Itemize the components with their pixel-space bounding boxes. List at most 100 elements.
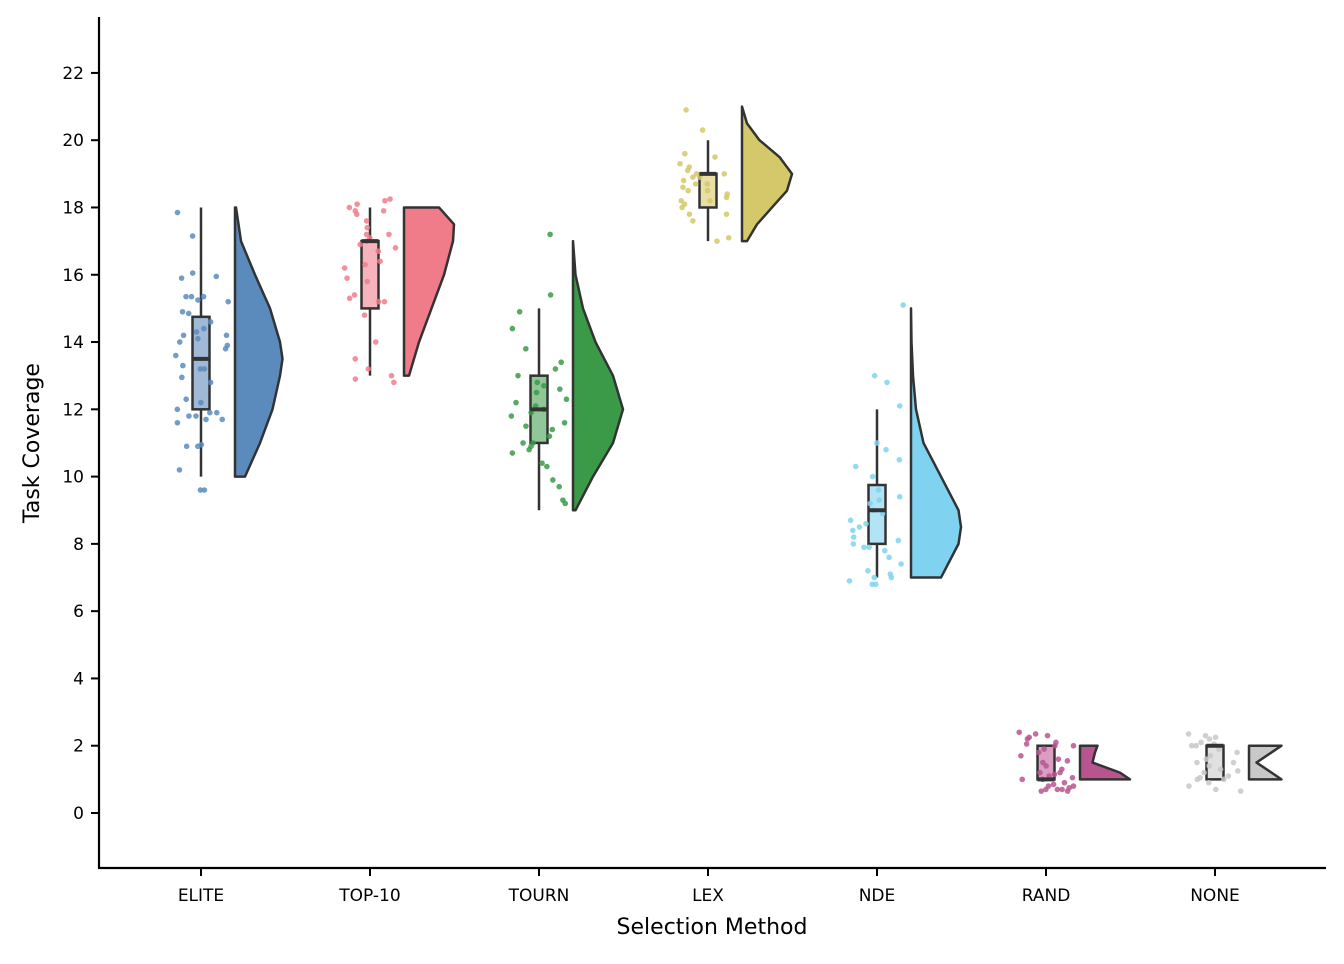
data-point [516,308,523,315]
data-point [1044,732,1051,739]
data-point [185,310,192,317]
data-point [1193,742,1199,749]
data-point [189,270,196,276]
data-point [224,342,231,349]
data-point [846,578,853,584]
data-point [1185,731,1192,737]
data-point [869,581,876,588]
data-point [201,366,208,372]
data-point [1040,759,1046,766]
data-point [876,497,883,503]
y-tick-label: 8 [73,535,84,555]
data-point [179,374,185,381]
data-point [213,409,220,416]
data-point [560,497,566,503]
data-point [361,312,368,318]
data-point [523,423,529,429]
x-ticks: ELITE TOP-10 TOURN LEX NDE RAND NONE [178,868,1240,906]
data-point [189,233,196,239]
data-point [1188,742,1195,749]
data-point [681,201,688,207]
data-point [520,440,526,446]
data-point [1212,734,1219,741]
data-point [704,181,711,187]
data-point [1070,742,1077,749]
data-point [1217,766,1224,773]
data-point [188,293,195,300]
data-point [1207,753,1214,759]
data-point [552,366,559,372]
data-point [686,211,693,218]
data-point [180,332,187,339]
data-point [193,329,200,335]
data-point [354,201,360,207]
y-ticks: 0 2 4 6 8 10 12 14 16 18 20 22 [62,64,99,824]
raincloud-tourn [508,231,625,512]
data-point [895,537,902,544]
data-point [869,473,876,480]
data-point [680,184,686,191]
data-point [847,517,854,524]
data-point [372,339,379,345]
data-point [539,460,545,466]
data-point [714,238,720,244]
data-point [1041,746,1047,752]
data-point [207,319,214,325]
data-point [364,278,371,285]
data-point [692,181,699,187]
x-tick-label-nde: NDE [859,886,896,906]
x-tick-label-rand: RAND [1022,886,1071,906]
data-point [1069,774,1076,781]
data-point [381,298,388,305]
data-point [875,487,882,493]
data-point [364,224,371,231]
data-point [699,127,706,133]
data-point [1026,734,1033,741]
data-point [375,248,382,255]
data-point [690,218,696,224]
data-point [365,366,372,372]
data-point [557,386,563,392]
data-point [375,298,382,305]
data-point [852,463,859,470]
data-point [1213,786,1219,793]
data-point [1032,731,1039,737]
data-point [704,187,711,194]
x-tick-label-lex: LEX [692,886,724,906]
raincloud-rand [1016,729,1132,794]
x-tick-label-tourn: TOURN [508,886,570,906]
data-point [530,440,536,446]
data-point [1186,783,1192,789]
data-point [1023,741,1030,747]
data-point [1230,759,1237,766]
data-point [1221,776,1227,783]
data-point [896,403,903,409]
data-point [546,433,553,440]
data-point [1201,769,1207,776]
data-point [1038,788,1045,794]
data-point [686,164,693,170]
data-point [556,483,562,490]
data-point [195,297,201,303]
data-point [850,541,857,547]
data-point [874,440,880,446]
data-point [1035,749,1042,756]
data-point [392,245,399,251]
data-point [207,409,213,416]
data-point [362,261,368,268]
violin-elite [233,206,284,478]
data-point [198,399,204,406]
data-point [561,419,568,426]
data-point [174,406,181,413]
data-point [387,196,393,202]
data-point [886,554,892,561]
data-point [388,372,395,379]
data-point [693,171,700,177]
data-point [201,325,207,332]
data-point [871,372,878,379]
data-point [1225,773,1232,779]
data-point [346,204,353,211]
data-point [881,547,888,554]
data-point [1016,729,1023,736]
y-tick-label: 4 [73,669,84,689]
